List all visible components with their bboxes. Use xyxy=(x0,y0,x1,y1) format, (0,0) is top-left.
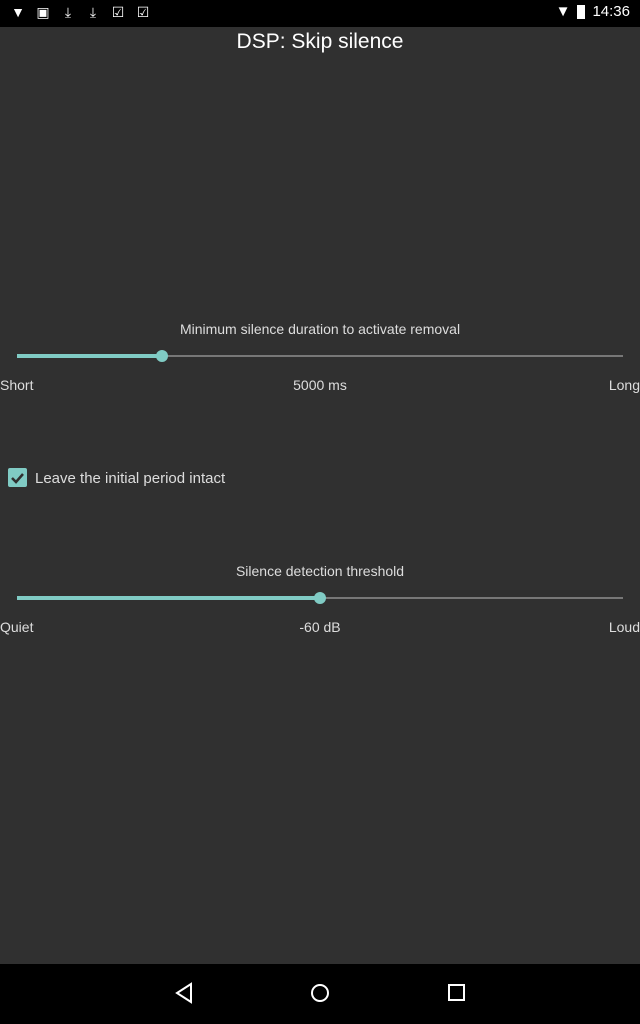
page-title: DSP: Skip silence xyxy=(236,30,404,53)
battery-icon xyxy=(577,4,586,19)
clipboard-stack-icon: ☑ xyxy=(136,4,150,20)
status-bar: ▼ ▣ ⤓ ⤓ ☑ ☑ ▼ 14:36 xyxy=(0,0,640,27)
duration-slider[interactable] xyxy=(17,350,623,362)
download-icon: ⤓ xyxy=(89,4,97,20)
duration-min-label: Short xyxy=(0,377,34,393)
duration-value: 5000 ms xyxy=(293,377,347,393)
clock: 14:36 xyxy=(592,3,630,20)
clipboard-check-icon: ☑ xyxy=(111,4,125,20)
duration-max-label: Long xyxy=(608,377,640,393)
duration-label: Minimum silence duration to activate rem… xyxy=(179,321,461,337)
threshold-slider-fill xyxy=(17,596,320,600)
fox-icon: ▼ xyxy=(11,4,25,20)
back-icon[interactable] xyxy=(174,982,194,1004)
image-icon: ▣ xyxy=(36,4,50,20)
navigation-bar xyxy=(0,964,640,1024)
duration-slider-thumb[interactable] xyxy=(156,350,169,362)
recents-icon[interactable] xyxy=(447,982,467,1004)
threshold-label: Silence detection threshold xyxy=(235,563,405,579)
initial-period-checkbox[interactable] xyxy=(8,468,27,487)
check-icon xyxy=(11,473,24,484)
duration-slider-fill xyxy=(17,354,163,358)
wifi-icon: ▼ xyxy=(555,3,571,20)
threshold-slider-thumb[interactable] xyxy=(314,592,326,604)
home-icon[interactable] xyxy=(310,982,330,1004)
checkbox-label[interactable]: Leave the initial period intact xyxy=(35,470,226,487)
threshold-value: -60 dB xyxy=(299,619,341,635)
threshold-slider[interactable] xyxy=(17,592,623,604)
threshold-min-label: Quiet xyxy=(0,619,34,635)
download-icon: ⤓ xyxy=(64,4,72,20)
threshold-max-label: Loud xyxy=(608,619,640,635)
